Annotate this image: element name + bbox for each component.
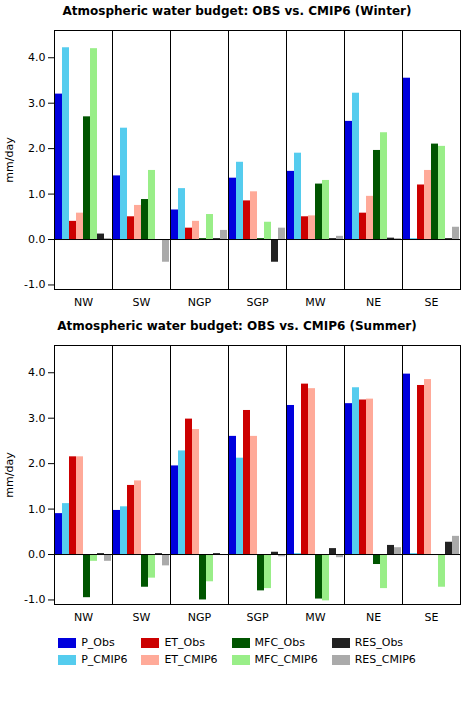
svg-text:1.0: 1.0 (28, 503, 46, 516)
svg-text:-1.0: -1.0 (24, 278, 45, 291)
svg-text:SGP: SGP (246, 611, 269, 624)
svg-text:SE: SE (425, 296, 439, 309)
svg-text:4.0: 4.0 (28, 366, 46, 379)
svg-text:NW: NW (74, 611, 93, 624)
svg-text:-1.0: -1.0 (24, 593, 45, 606)
svg-text:NE: NE (366, 611, 381, 624)
svg-text:0.0: 0.0 (28, 548, 46, 561)
svg-text:2.0: 2.0 (28, 457, 46, 470)
svg-text:SE: SE (425, 611, 439, 624)
svg-text:NGP: NGP (188, 611, 212, 624)
svg-text:NW: NW (74, 296, 93, 309)
html-text:P_CMIP6: P_CMIP6 (81, 653, 128, 666)
svg-text:0.0: 0.0 (28, 233, 46, 246)
svg-text:2.0: 2.0 (28, 142, 46, 155)
svg-text:3.0: 3.0 (28, 412, 46, 425)
html-text:RES_Obs: RES_Obs (354, 636, 404, 649)
html-text:MFC_Obs: MFC_Obs (254, 636, 305, 649)
svg-text:4.0: 4.0 (28, 51, 46, 64)
html-text:Atmospheric water budget: OBS: Atmospheric water budget: OBS vs. CMIP6 … (57, 319, 417, 333)
html-text:ET_CMIP6: ET_CMIP6 (164, 653, 218, 666)
svg-text:NGP: NGP (188, 296, 212, 309)
html-text:P_Obs: P_Obs (81, 636, 115, 649)
svg-text:mm/day: mm/day (3, 452, 16, 498)
svg-text:NE: NE (366, 296, 381, 309)
html-text:ET_Obs: ET_Obs (164, 636, 205, 649)
svg-text:SGP: SGP (246, 296, 269, 309)
html-text:Atmospheric water budget: OBS: Atmospheric water budget: OBS vs. CMIP6 … (62, 4, 412, 18)
svg-text:mm/day: mm/day (3, 137, 16, 183)
svg-text:3.0: 3.0 (28, 97, 46, 110)
svg-text:1.0: 1.0 (28, 188, 46, 201)
svg-text:MW: MW (305, 611, 325, 624)
svg-text:MW: MW (305, 296, 325, 309)
svg-text:SW: SW (133, 611, 151, 624)
html-text:MFC_CMIP6: MFC_CMIP6 (254, 653, 318, 666)
svg-text:SW: SW (133, 296, 151, 309)
html-text:RES_CMIP6: RES_CMIP6 (354, 653, 416, 666)
